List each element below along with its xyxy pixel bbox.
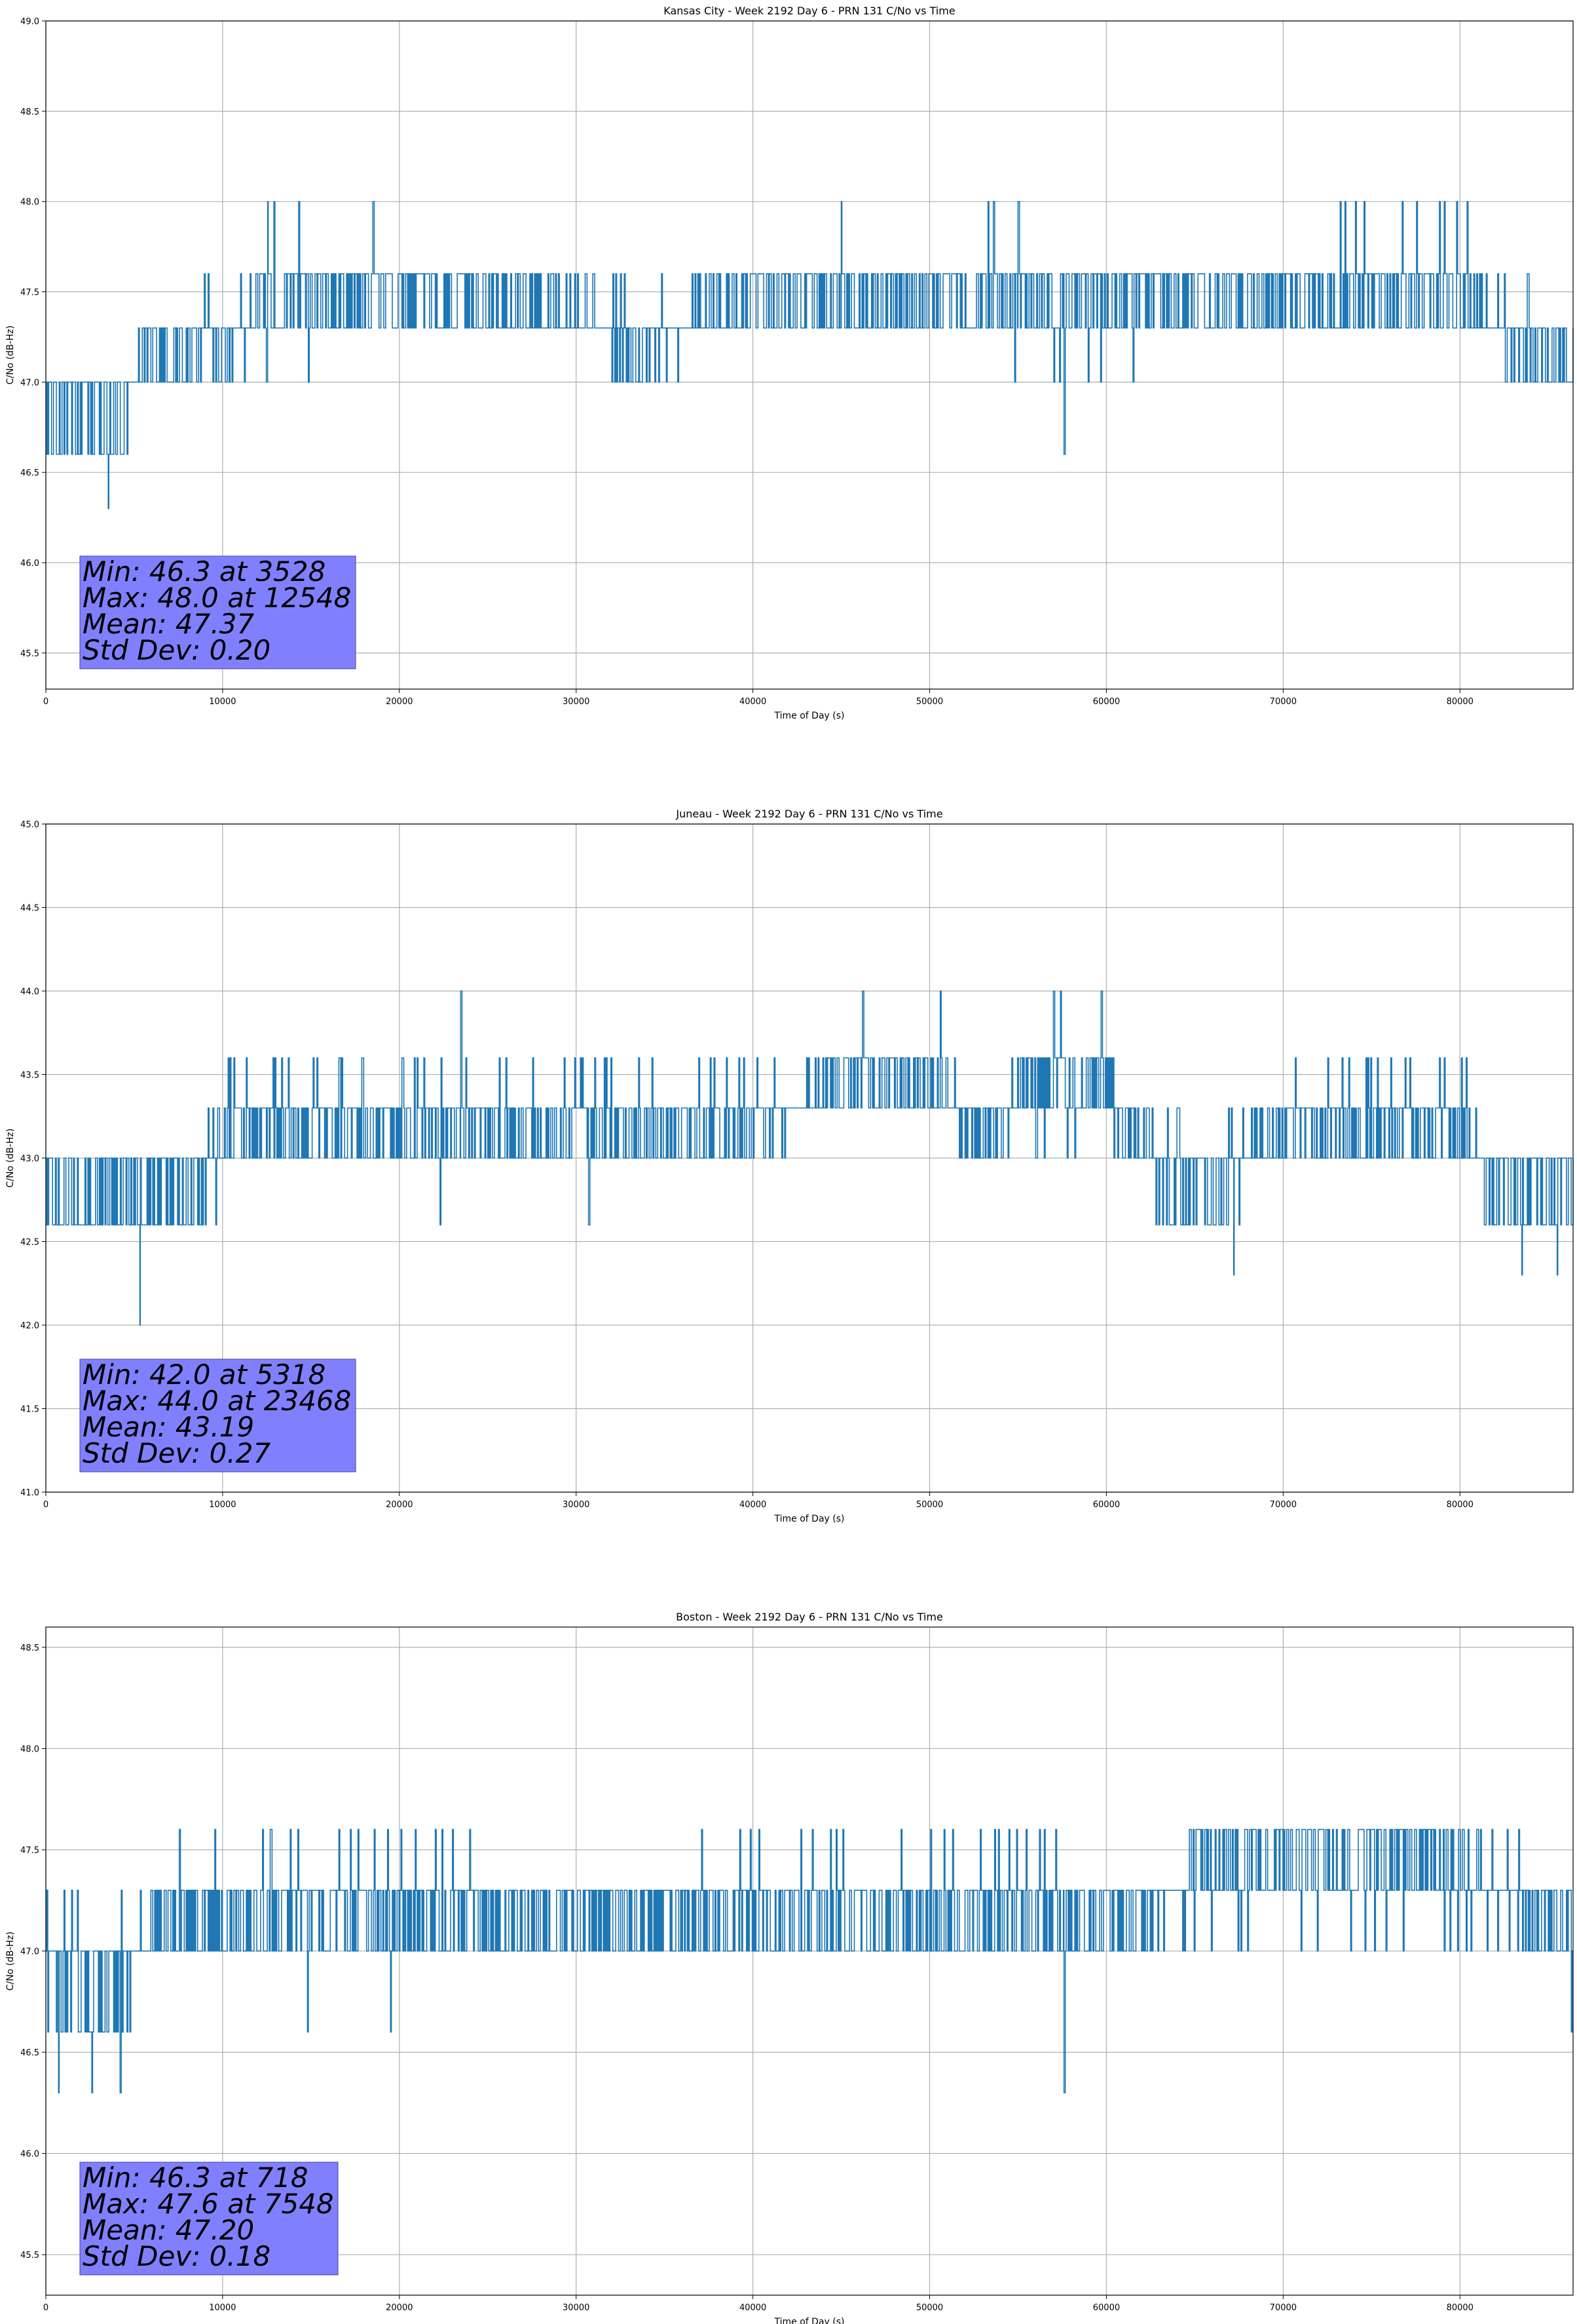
x-tick-label: 40000 [739, 697, 766, 707]
chart-3: 0 10000 20000 30000 40000 50000 60000 70000 8000… [5, 1611, 1574, 2324]
chart-1: 0 10000 20000 30000 40000 50000 60000 70000 8000… [5, 5, 1574, 721]
x-tick-label: 70000 [1270, 697, 1297, 707]
y-tick-label: 47.5 [20, 288, 39, 298]
y-tick-label: 49.0 [20, 17, 39, 27]
y-tick-label: 46.5 [20, 468, 39, 478]
stats-line: Mean: 47.20 [83, 2214, 254, 2246]
x-tick-label: 70000 [1270, 2303, 1297, 2313]
x-tick-label: 80000 [1447, 697, 1474, 707]
x-tick-label: 10000 [209, 1500, 236, 1510]
x-tick-label: 40000 [739, 2303, 766, 2313]
y-tick-label: 46.0 [20, 559, 39, 569]
stats-line: Mean: 43.19 [83, 1411, 254, 1443]
x-tick-label: 30000 [563, 2303, 589, 2313]
x-tick-label: 20000 [386, 1500, 413, 1510]
y-tick-label: 41.5 [20, 1405, 39, 1415]
x-tick-label: 0 [43, 2303, 48, 2313]
axes-frame [45, 20, 1574, 690]
y-tick-label: 48.5 [20, 1643, 39, 1653]
stats-box [79, 555, 356, 669]
x-tick-label: 40000 [739, 1500, 766, 1510]
x-tick-label: 30000 [563, 697, 589, 707]
stats-line: Min: 46.3 at 3528 [83, 555, 325, 588]
x-tick-label: 50000 [916, 697, 943, 707]
x-tick-label: 60000 [1093, 2303, 1120, 2313]
y-axis-label: C/No (dB-Hz) [5, 326, 16, 384]
y-axis-label: C/No (dB-Hz) [5, 1129, 16, 1188]
x-tick-label: 70000 [1270, 1500, 1297, 1510]
stats-line: Max: 44.0 at 23468 [83, 1385, 351, 1417]
data-series-line [46, 990, 1574, 1326]
x-axis-label: Time of Day (s) [774, 711, 845, 721]
y-tick-label: 42.5 [20, 1238, 39, 1248]
y-tick-label: 42.0 [20, 1321, 39, 1331]
x-axis-label: Time of Day (s) [774, 1514, 845, 1524]
x-tick-label: 30000 [563, 1500, 589, 1510]
x-tick-label: 20000 [386, 2303, 413, 2313]
stats-line: Min: 42.0 at 5318 [83, 1359, 325, 1391]
chart-2: 0 10000 20000 30000 40000 50000 60000 70000 8000… [5, 808, 1574, 1524]
y-tick-label: 43.5 [20, 1071, 39, 1081]
y-tick-label: 48.5 [20, 107, 39, 117]
x-tick-label: 60000 [1093, 1500, 1120, 1510]
stats-line: Std Dev: 0.18 [83, 2240, 270, 2272]
y-tick-label: 45.5 [20, 2251, 39, 2260]
y-tick-label: 48.0 [20, 198, 39, 208]
stats-line: Mean: 47.37 [83, 608, 254, 640]
y-tick-label: 43.0 [20, 1154, 39, 1164]
x-tick-label: 0 [43, 697, 48, 707]
y-tick-label: 46.5 [20, 2048, 39, 2058]
x-tick-label: 80000 [1447, 2303, 1474, 2313]
stats-box [79, 1359, 356, 1472]
x-tick-label: 0 [43, 1500, 48, 1510]
stats-line: Std Dev: 0.27 [83, 1437, 270, 1469]
stats-line: Min: 46.3 at 718 [83, 2162, 308, 2194]
x-tick-label: 50000 [916, 2303, 943, 2313]
x-tick-label: 20000 [386, 697, 413, 707]
y-tick-label: 44.0 [20, 987, 39, 997]
x-tick-label: 10000 [209, 697, 236, 707]
chart-title: Kansas City - Week 2192 Day 6 - PRN 131 … [663, 5, 955, 17]
chart-title: Juneau - Week 2192 Day 6 - PRN 131 C/No … [675, 808, 942, 820]
y-tick-label: 45.0 [20, 820, 39, 830]
y-axis-label: C/No (dB-Hz) [5, 1932, 16, 1991]
y-tick-label: 44.5 [20, 904, 39, 914]
x-tick-label: 10000 [209, 2303, 236, 2313]
y-tick-label: 47.5 [20, 1846, 39, 1856]
x-tick-label: 80000 [1447, 1500, 1474, 1510]
y-tick-label: 47.0 [20, 1947, 39, 1957]
x-tick-label: 50000 [916, 1500, 943, 1510]
y-tick-label: 45.5 [20, 649, 39, 659]
y-tick-label: 41.0 [20, 1488, 39, 1498]
chart-title: Boston - Week 2192 Day 6 - PRN 131 C/No … [676, 1611, 943, 1623]
stats-line: Max: 48.0 at 12548 [83, 582, 351, 614]
x-tick-label: 60000 [1093, 697, 1120, 707]
y-tick-label: 47.0 [20, 378, 39, 388]
y-tick-label: 48.0 [20, 1744, 39, 1754]
stats-line: Std Dev: 0.20 [83, 634, 270, 666]
y-tick-label: 46.0 [20, 2150, 39, 2160]
axes-frame [45, 1626, 1574, 2296]
data-series-line [46, 200, 1574, 510]
grid [45, 20, 1573, 689]
data-series-line [46, 1829, 1573, 2093]
stats-box [79, 2162, 339, 2276]
stats-line: Max: 47.6 at 7548 [83, 2188, 334, 2220]
x-axis-label: Time of Day (s) [774, 2317, 845, 2324]
